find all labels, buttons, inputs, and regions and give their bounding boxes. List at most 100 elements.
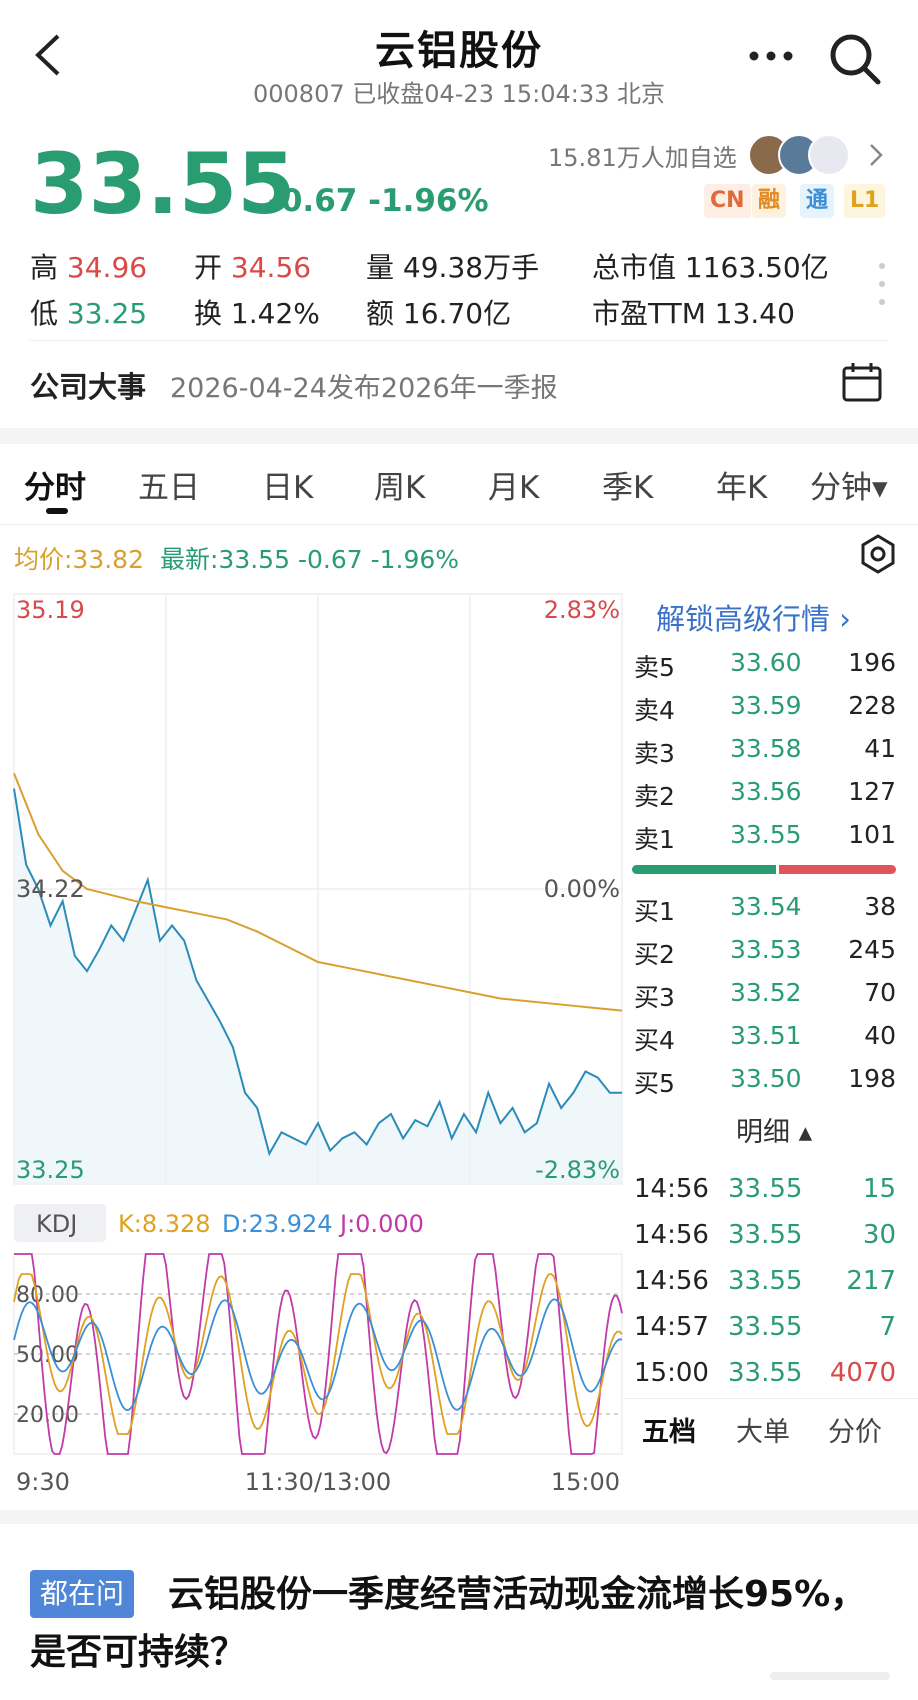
trade-time: 14:56 (634, 1174, 709, 1204)
bid-price: 33.53 (730, 935, 802, 964)
trade-time: 15:00 (634, 1358, 709, 1388)
divider (0, 524, 918, 525)
bid-level: 买2 (634, 940, 675, 969)
back-icon[interactable] (30, 32, 66, 78)
intraday-chart[interactable]: 35.19 34.22 33.25 2.83% 0.00% -2.83% (0, 580, 624, 1200)
stat-low: 低 33.25 (30, 297, 148, 330)
ask-row: 卖4 33.59 228 (632, 685, 896, 728)
kdj-k-line (13, 1273, 623, 1435)
bid-price: 33.51 (730, 1021, 802, 1050)
ask-volume: 196 (848, 648, 896, 677)
divider (624, 1398, 918, 1399)
ask-level: 卖2 (634, 782, 675, 811)
search-icon[interactable] (828, 32, 882, 86)
bid-price: 33.50 (730, 1064, 802, 1093)
trade-price: 33.55 (728, 1312, 803, 1342)
trade-row: 14:57 33.55 7 (632, 1306, 896, 1352)
trade-volume: 217 (846, 1266, 896, 1296)
avg-price-line (13, 773, 623, 1012)
settings-icon[interactable] (858, 534, 898, 574)
stat-amount: 额 16.70亿 (366, 297, 512, 330)
trade-time: 14:56 (634, 1266, 709, 1296)
stat-turnover: 换 1.42% (194, 297, 320, 330)
bid-level: 买4 (634, 1026, 675, 1055)
price-area (14, 788, 622, 1184)
x-tick-label: 9:30 (16, 1468, 70, 1496)
stat-high: 高 34.96 (30, 251, 148, 284)
bid-level: 买3 (634, 983, 675, 1012)
trade-detail-toggle[interactable]: 明细 ▴ (736, 1117, 813, 1148)
ask-level: 卖4 (634, 696, 675, 725)
vertical-dots-icon[interactable] (878, 262, 886, 306)
bid-price: 33.52 (730, 978, 802, 1007)
kdj-name: KDJ (36, 1210, 77, 1238)
followers-count[interactable]: 15.81万人加自选 (548, 144, 737, 172)
price-line (13, 788, 622, 1157)
section-separator (0, 1510, 918, 1524)
chart-tab[interactable]: 日K (262, 470, 314, 506)
trade-price: 33.55 (728, 1220, 803, 1250)
x-tick-label: 11:30/13:00 (245, 1468, 391, 1496)
bid-level: 买1 (634, 897, 675, 926)
trade-time: 14:57 (634, 1312, 709, 1342)
orderbook-tab[interactable]: 大单 (736, 1417, 790, 1448)
orderbook-tab[interactable]: 分价 (828, 1417, 882, 1448)
chart-tab[interactable]: 月K (488, 470, 540, 506)
bid-volume: 198 (848, 1064, 896, 1093)
kdj-chart[interactable]: KDJ K:8.328 D:23.924 J:0.00080.0050.0020.00… (0, 1200, 624, 1500)
watermark-dots (770, 1672, 890, 1680)
quote-tag[interactable]: 融 (752, 184, 787, 218)
event-text[interactable]: 2026-04-24发布2026年一季报 (170, 373, 558, 404)
chart-tab[interactable]: 年K (716, 470, 768, 506)
kdj-d-line (13, 1298, 623, 1412)
chart-tab[interactable]: 分钟▾ (810, 470, 888, 506)
ask-price: 33.59 (730, 691, 802, 720)
ask-price: 33.56 (730, 777, 802, 806)
trade-row: 14:56 33.55 217 (632, 1260, 896, 1306)
quote-tag[interactable]: L1 (844, 184, 886, 218)
trade-row: 14:56 33.55 15 (632, 1168, 896, 1214)
trade-price: 33.55 (728, 1174, 803, 1204)
unlock-advanced-quotes-link[interactable]: 解锁高级行情 › (656, 602, 851, 636)
chevron-right-icon[interactable] (868, 142, 884, 168)
orderbook-tab[interactable]: 五档 (642, 1417, 696, 1448)
kdj-label-bg[interactable] (14, 1204, 106, 1242)
calendar-icon[interactable] (840, 360, 884, 404)
bid-level: 买5 (634, 1069, 675, 1098)
trade-time: 14:56 (634, 1220, 709, 1250)
bid-row: 买3 33.52 70 (632, 972, 896, 1015)
article-title[interactable]: 云铝股份一季度经营活动现金流增长95%，是否可持续？ (30, 1574, 867, 1673)
market-status: 000807 已收盘04-23 15:04:33 北京 (252, 80, 666, 108)
active-tab-indicator (46, 508, 68, 514)
trade-row: 15:00 33.55 4070 (632, 1352, 896, 1398)
y-tick-label-pct: 0.00% (544, 875, 620, 903)
quote-tag[interactable]: CN (704, 184, 751, 218)
bid-row: 买5 33.50 198 (632, 1058, 896, 1101)
trade-price: 33.55 (728, 1358, 803, 1388)
stat-pe: 市盈TTM 13.40 (592, 297, 795, 330)
bid-volume: 38 (864, 892, 896, 921)
chart-tab[interactable]: 五日 (138, 470, 200, 506)
quote-tag[interactable]: 通 (800, 184, 835, 218)
chart-tab[interactable]: 周K (374, 470, 426, 506)
ask-badge: 都在问 (30, 1570, 135, 1618)
avatar[interactable] (808, 134, 850, 176)
event-label: 公司大事 (30, 370, 147, 404)
chart-tab[interactable]: 分时 (24, 470, 86, 506)
ask-volume: 41 (864, 734, 896, 763)
ask-row: 卖5 33.60 196 (632, 642, 896, 685)
x-tick-label: 15:00 (551, 1468, 620, 1496)
avg-price-label: 均价:33.82 (14, 545, 144, 574)
ask-level: 卖5 (634, 653, 675, 682)
bid-row: 买2 33.53 245 (632, 929, 896, 972)
ask-price: 33.60 (730, 648, 802, 677)
kdj-d-value: D:23.924 (222, 1210, 333, 1238)
ask-price: 33.58 (730, 734, 802, 763)
more-icon[interactable] (748, 50, 794, 62)
ask-row: 卖3 33.58 41 (632, 728, 896, 771)
kdj-j-value: J:0.000 (338, 1210, 424, 1238)
stat-market-cap: 总市值 1163.50亿 (592, 251, 829, 284)
ask-level: 卖3 (634, 739, 675, 768)
chart-tab[interactable]: 季K (602, 470, 654, 506)
bid-row: 买1 33.54 38 (632, 886, 896, 929)
